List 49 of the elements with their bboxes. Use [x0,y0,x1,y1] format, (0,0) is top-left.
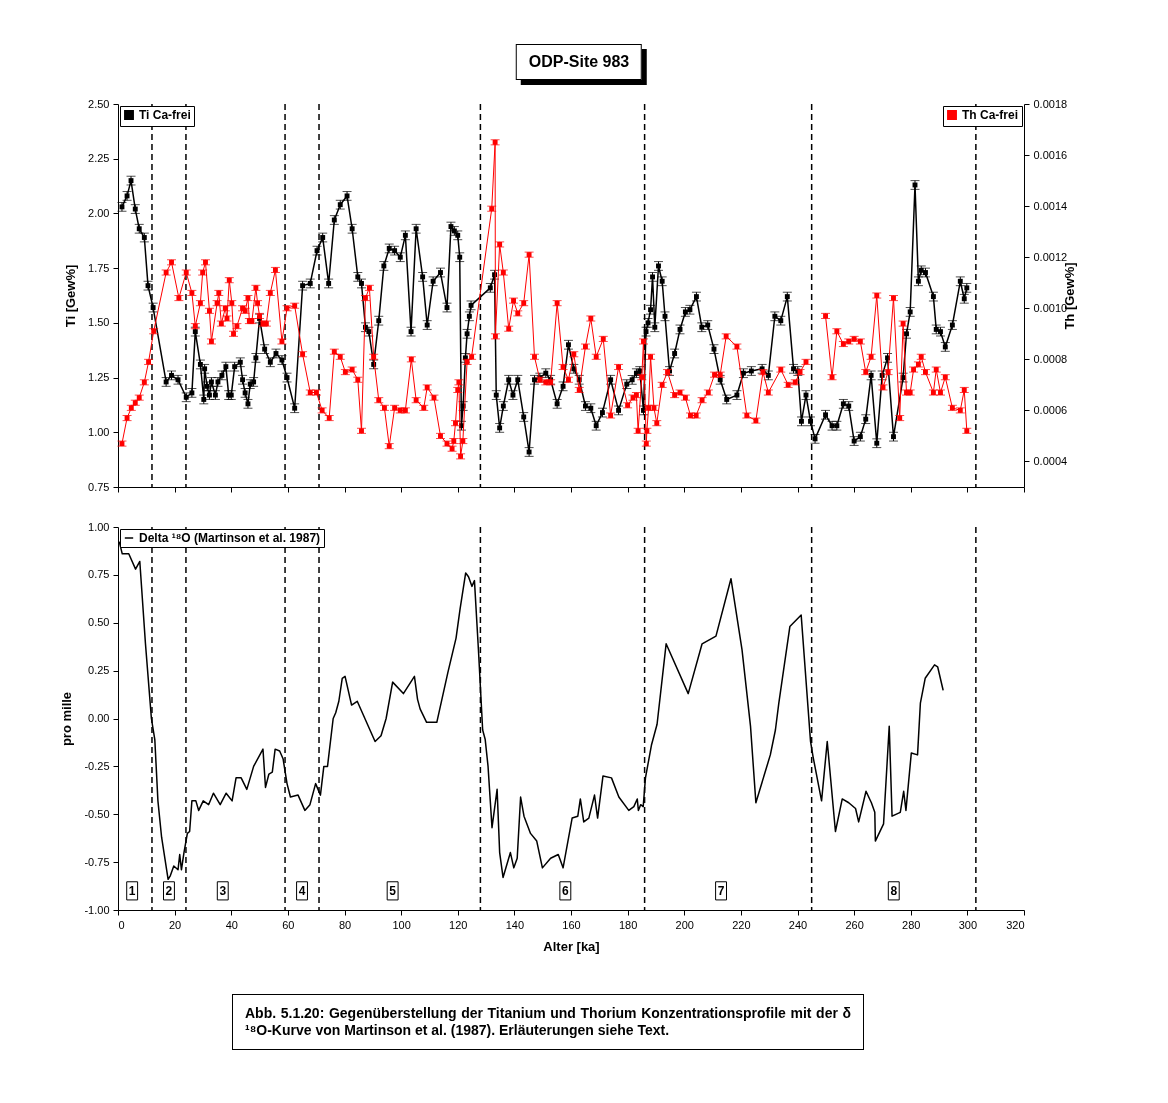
y-tick-label: -0.75 [84,855,110,868]
y-axis-title: Ti [Gew%] [63,264,79,328]
x-tick-label: 240 [788,918,808,931]
y2-tick-label: 0.0004 [1033,454,1068,467]
y2-tick-label: 0.0012 [1033,250,1068,263]
y-tick-label: 0.75 [88,568,110,581]
y-tick-label: 1.00 [88,425,110,438]
x-tick-label: 20 [169,918,182,931]
x-tick-label: 140 [505,918,525,931]
y-tick-label: 1.00 [88,520,110,533]
x-tick-label: 0 [118,918,125,931]
legend-label: Delta ¹⁸O (Martinson et al. 1987) [139,531,321,545]
x-tick-label: 100 [392,918,411,931]
y-axis-title: pro mille [59,691,75,747]
y-tick-label: 2.00 [88,206,110,219]
x-tick-label: 280 [902,918,921,931]
x-tick-label: 220 [732,918,751,931]
x-tick-label: 320 [1006,918,1025,931]
y-tick-label: 0.00 [88,712,110,724]
y-tick-label: 0.75 [88,480,110,493]
x-tick-label: 300 [958,918,978,931]
x-tick-label: 200 [675,918,694,931]
y2-tick-label: 0.0018 [1033,97,1068,110]
x-tick-label: 160 [562,918,581,931]
y-tick-label: 2.50 [88,97,110,110]
x-tick-label: 120 [449,918,468,931]
y-tick-label: 2.25 [88,152,110,165]
x-axis-title: Alter [ka] [543,938,600,954]
x-tick-label: 40 [225,918,238,931]
legend-label: Th Ca-frei [962,108,1019,122]
y-tick-label: 0.25 [88,664,110,677]
y-tick-label: 1.50 [88,316,110,329]
chart-title: ODP-Site 983 [515,44,643,80]
x-tick-label: 260 [845,918,864,931]
y-tick-label: 1.75 [88,261,110,274]
legend-label: Ti Ca-frei [139,108,191,122]
y-tick-label: 0.50 [88,616,110,629]
y2-tick-label: 0.0006 [1033,403,1068,416]
y-tick-label: 1.25 [88,371,110,384]
x-tick-label: 180 [618,918,638,931]
y2-tick-label: 0.0016 [1033,148,1068,161]
x-tick-label: 60 [282,918,295,931]
y-tick-label: -1.00 [84,903,110,916]
y-tick-label: -0.50 [84,807,110,820]
y-tick-label: -0.25 [84,759,110,772]
x-tick-label: 80 [338,918,352,931]
y2-tick-label: 0.0014 [1033,199,1068,212]
caption: Abb. 5.1.20: Gegenüberstellung der Titanium und Thorium Konzentrationsprofile mit der δ ¹⁸O-Kurve von Martinson et al. (1987). Erläuterungen siehe Text. [245,1005,851,1039]
y2-tick-label: 0.0008 [1033,352,1068,365]
